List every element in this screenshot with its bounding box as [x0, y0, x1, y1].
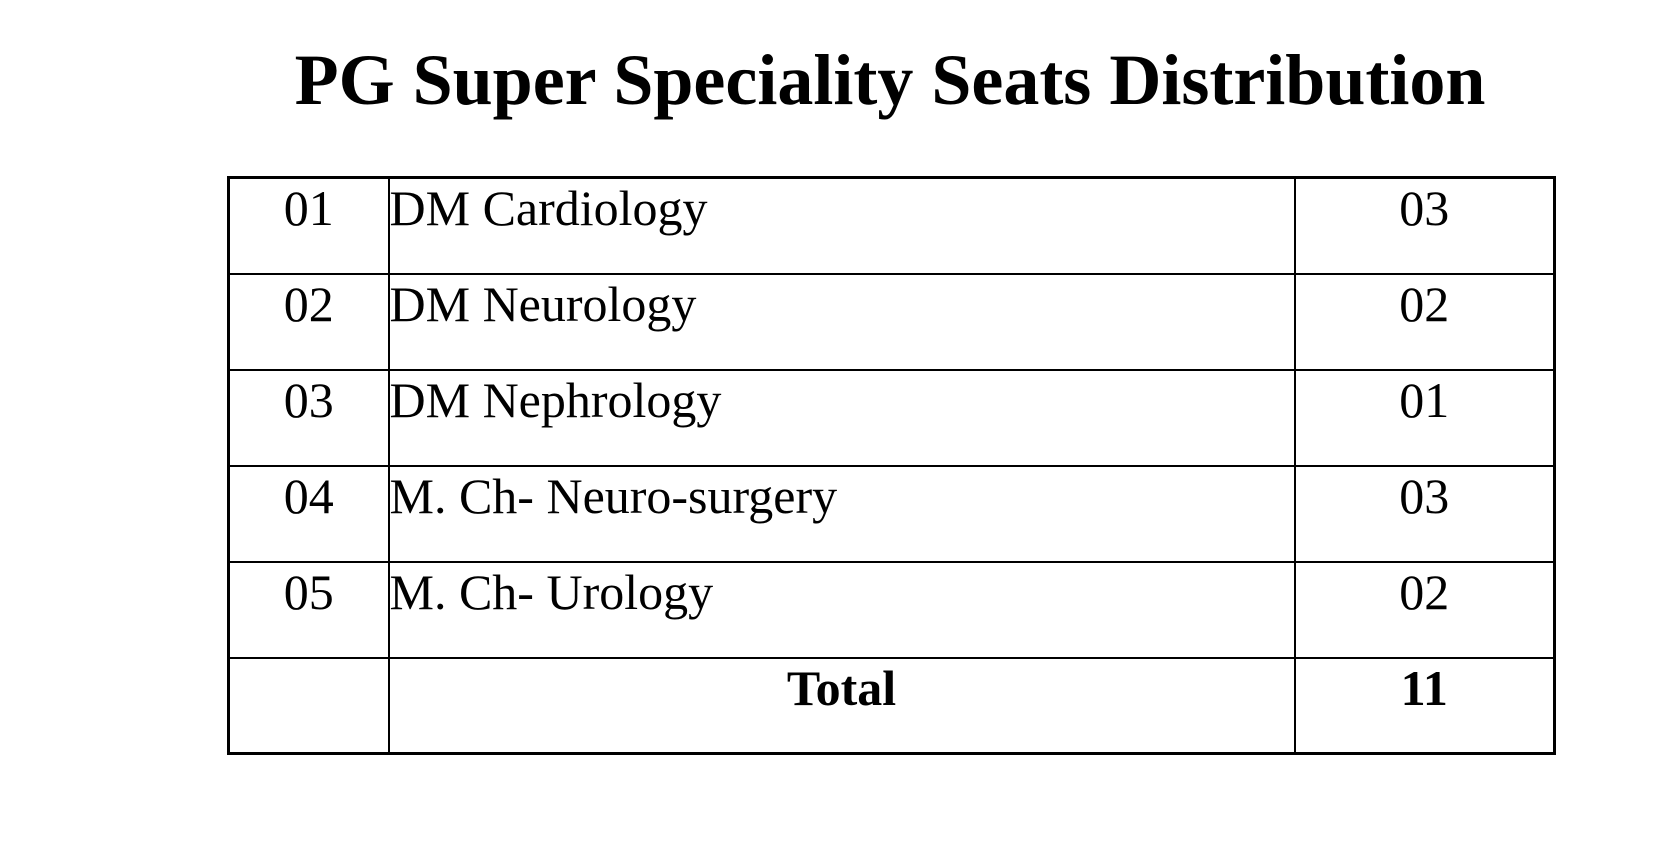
seat-count-cell: 03 [1293, 176, 1556, 275]
seat-count-cell: 02 [1293, 272, 1556, 371]
course-name-cell: DM Neurology [387, 272, 1296, 371]
page-title: PG Super Speciality Seats Distribution [294, 40, 1486, 120]
serial-number-cell: 04 [227, 464, 390, 563]
serial-number-cell: 05 [227, 560, 390, 659]
course-name-cell: DM Nephrology [387, 368, 1296, 467]
table-row: 03 DM Nephrology 01 [227, 368, 1556, 467]
course-name-cell: DM Cardiology [387, 176, 1296, 275]
seat-count-cell: 03 [1293, 464, 1556, 563]
serial-number-cell: 02 [227, 272, 390, 371]
course-name-cell: M. Ch- Neuro-surgery [387, 464, 1296, 563]
empty-cell [227, 656, 390, 755]
table-row: 02 DM Neurology 02 [227, 272, 1556, 371]
table-row: 05 M. Ch- Urology 02 [227, 560, 1556, 659]
total-label-cell: Total [387, 656, 1296, 755]
total-value-cell: 11 [1293, 656, 1556, 755]
seat-count-cell: 01 [1293, 368, 1556, 467]
seats-distribution-table: 01 DM Cardiology 03 02 DM Neurology 02 0… [227, 176, 1556, 755]
table-row: 01 DM Cardiology 03 [227, 176, 1556, 275]
seat-count-cell: 02 [1293, 560, 1556, 659]
serial-number-cell: 03 [227, 368, 390, 467]
total-row: Total 11 [227, 656, 1556, 755]
table-row: 04 M. Ch- Neuro-surgery 03 [227, 464, 1556, 563]
serial-number-cell: 01 [227, 176, 390, 275]
course-name-cell: M. Ch- Urology [387, 560, 1296, 659]
